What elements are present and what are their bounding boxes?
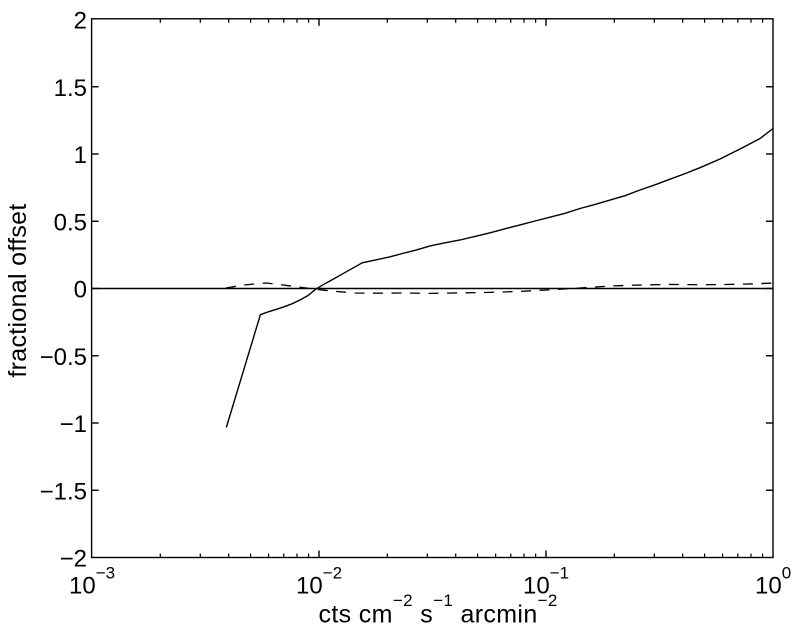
svg-text:1.5: 1.5: [54, 75, 87, 102]
svg-text:0.5: 0.5: [54, 209, 87, 236]
svg-text:−2: −2: [60, 546, 87, 573]
svg-text:−1: −1: [60, 411, 87, 438]
svg-text:0: 0: [74, 277, 87, 304]
svg-text:fractional offset: fractional offset: [4, 203, 32, 377]
svg-text:−1.5: −1.5: [40, 478, 87, 505]
svg-text:−0.5: −0.5: [40, 344, 87, 371]
svg-text:2: 2: [74, 8, 87, 35]
svg-text:1: 1: [74, 142, 87, 169]
